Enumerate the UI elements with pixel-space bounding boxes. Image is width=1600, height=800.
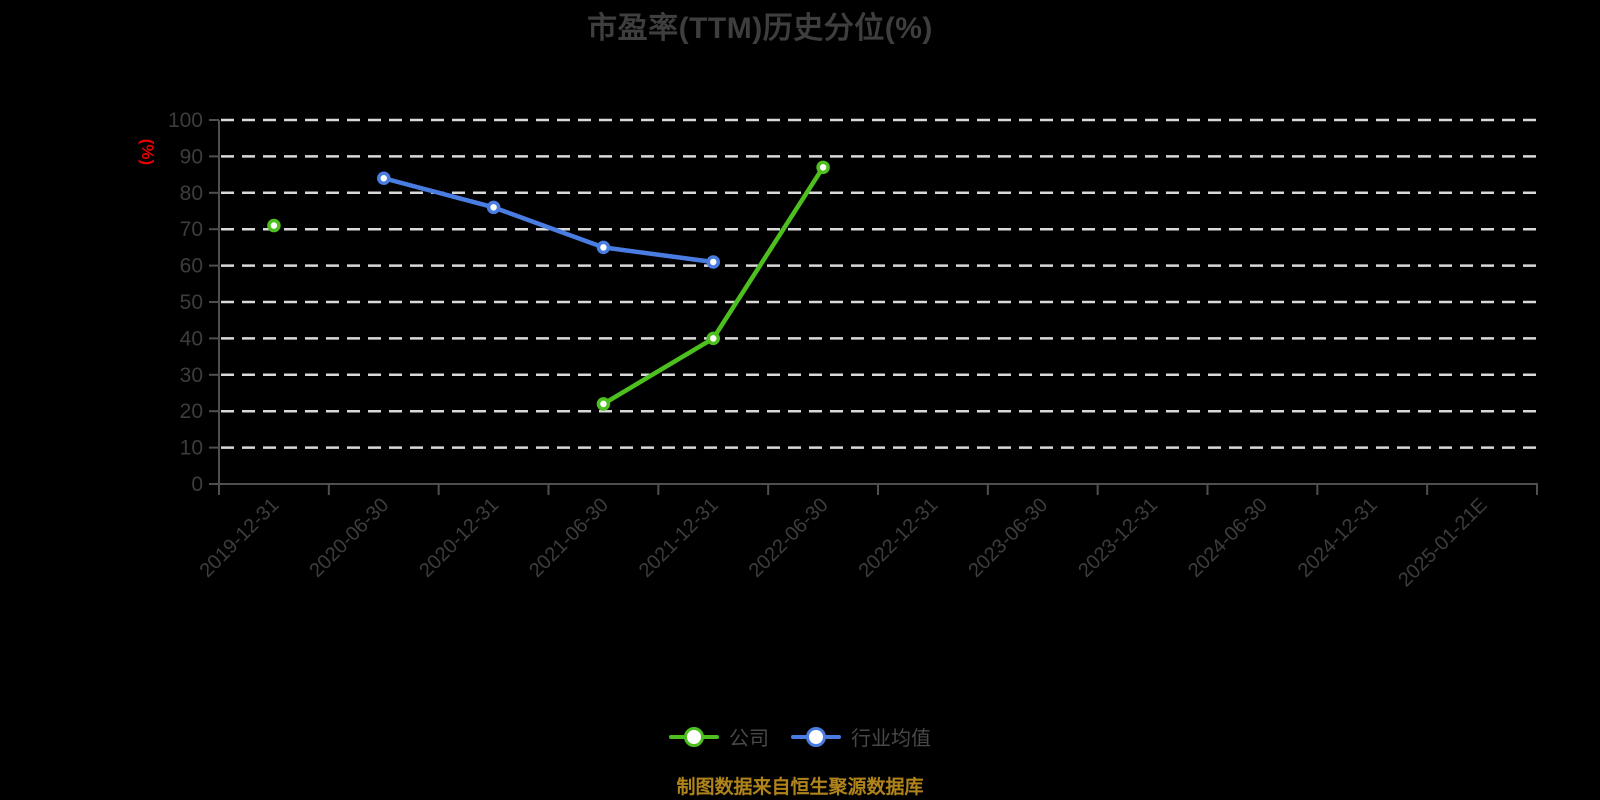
- y-axis-labels: 0 10 20 30 40 50 60 70 80 90 100: [168, 109, 203, 496]
- x-axis-labels: 2019-12-31 2020-06-30 2020-12-31 2021-06-30…: [196, 494, 1492, 591]
- company-series-marker: [669, 726, 719, 747]
- legend-item-industry-average[interactable]: 行业均值: [791, 722, 931, 751]
- x-tick-label: 2025-01-21E: [1394, 494, 1491, 591]
- y-tick-label: 10: [180, 437, 203, 460]
- legend-circle-icon: [684, 726, 704, 747]
- data-point[interactable]: [596, 240, 611, 255]
- y-tick-label: 70: [180, 218, 203, 241]
- chart-title: 市盈率(TTM)历史分位(%): [587, 12, 933, 45]
- x-tick-label: 2021-12-31: [635, 494, 723, 582]
- data-point[interactable]: [267, 218, 281, 233]
- industry-series-marker: [791, 726, 841, 747]
- data-point[interactable]: [377, 171, 391, 185]
- y-tick-label: 90: [180, 145, 203, 168]
- series-line: [601, 165, 826, 407]
- x-tick-label: 2023-06-30: [964, 494, 1052, 582]
- data-point[interactable]: [596, 397, 611, 411]
- series-industry-average: [377, 171, 720, 269]
- legend-circle-icon: [806, 726, 826, 747]
- x-tick-label: 2024-06-30: [1184, 494, 1272, 582]
- x-tick-label: 2023-12-31: [1074, 494, 1162, 582]
- y-tick-label: 50: [180, 291, 203, 314]
- data-point[interactable]: [816, 160, 830, 175]
- x-tick-label: 2022-06-30: [745, 494, 833, 582]
- data-point[interactable]: [706, 331, 720, 346]
- x-axis-ticks: [218, 484, 1538, 495]
- y-tick-label: 0: [191, 473, 203, 496]
- data-point[interactable]: [706, 255, 720, 269]
- y-tick-label: 80: [180, 182, 203, 205]
- legend: 公司 行业均值: [0, 722, 1600, 751]
- legend-item-company[interactable]: 公司: [669, 722, 769, 751]
- y-tick-label: 40: [180, 327, 203, 350]
- series-line: [381, 175, 716, 265]
- x-tick-label: 2024-12-31: [1294, 494, 1382, 582]
- y-tick-label: 30: [180, 364, 203, 387]
- x-tick-label: 2020-06-30: [305, 494, 393, 582]
- legend-label-industry-average: 行业均值: [851, 728, 931, 750]
- y-tick-label: 100: [168, 109, 203, 132]
- x-tick-label: 2019-12-31: [196, 494, 284, 582]
- legend-label-company: 公司: [729, 728, 769, 750]
- series-company: [267, 160, 830, 411]
- x-tick-label: 2021-06-30: [525, 494, 613, 582]
- y-tick-label: 20: [180, 400, 203, 423]
- data-source-caption: 制图数据来自恒生聚源数据库: [676, 777, 924, 798]
- data-point[interactable]: [486, 200, 501, 215]
- y-axis-ticks: [209, 119, 219, 485]
- x-tick-label: 2020-12-31: [415, 494, 503, 582]
- x-tick-label: 2022-12-31: [855, 494, 943, 582]
- y-gridlines: [221, 118, 1537, 449]
- y-tick-label: 60: [180, 255, 203, 278]
